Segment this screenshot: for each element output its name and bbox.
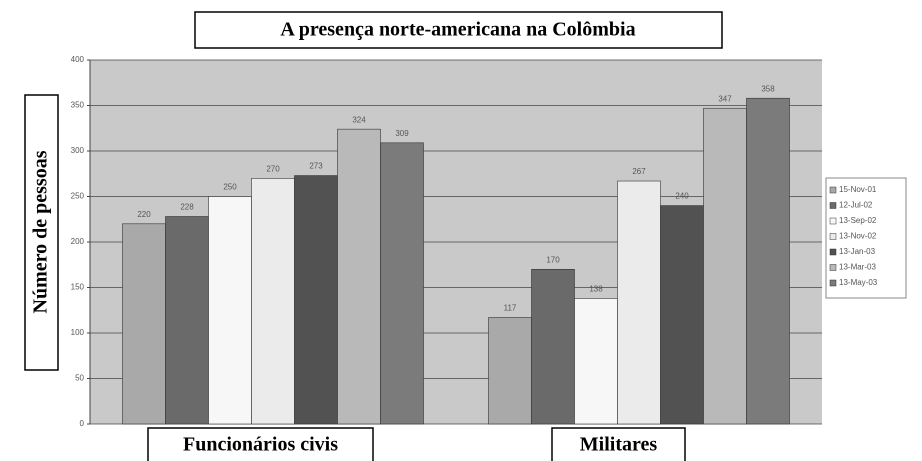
- legend: [825, 177, 907, 299]
- legend-swatch: [829, 233, 837, 240]
- legend-label: 13-May-03: [839, 278, 878, 287]
- bar: [660, 205, 704, 425]
- data-label: 138: [589, 285, 603, 294]
- y-axis-label: Número de pessoas: [30, 150, 52, 313]
- y-tick-label: 250: [71, 192, 85, 201]
- legend-label: 13-Nov-02: [839, 232, 877, 241]
- y-tick-label: 0: [80, 419, 85, 428]
- x-tick-label: Funcionários civis: [183, 434, 338, 456]
- y-tick-label: 400: [71, 55, 85, 64]
- title-box: [194, 11, 723, 49]
- category-box: [147, 427, 374, 461]
- data-label: 117: [504, 304, 517, 313]
- data-label: 347: [718, 94, 732, 103]
- legend-swatch: [829, 186, 837, 194]
- data-label: 273: [309, 162, 323, 171]
- data-label: 324: [352, 115, 366, 124]
- bar: [574, 298, 618, 425]
- data-label: 267: [632, 167, 646, 176]
- data-label: 250: [223, 183, 237, 192]
- y-tick-label: 350: [71, 101, 85, 110]
- legend-swatch: [829, 248, 837, 256]
- y-tick-label: 200: [71, 237, 85, 246]
- legend-label: 13-Jan-03: [839, 247, 876, 256]
- legend-swatch: [829, 217, 837, 225]
- bar: [380, 142, 424, 425]
- bar: [208, 196, 252, 425]
- y-tick-label: 50: [75, 374, 84, 383]
- legend-label: 13-Sep-02: [839, 216, 877, 225]
- bar: [531, 268, 575, 425]
- legend-swatch: [829, 279, 837, 287]
- x-tick-label: Militares: [580, 434, 658, 456]
- bar: [488, 317, 532, 425]
- bar: [337, 128, 381, 425]
- data-label: 170: [546, 255, 560, 264]
- data-label: 358: [761, 84, 775, 93]
- y-tick-label: 300: [71, 146, 85, 155]
- bar: [746, 97, 790, 425]
- chart-title: A presença norte-americana na Colômbia: [280, 19, 635, 41]
- data-label: 220: [137, 210, 151, 219]
- bar: [165, 216, 209, 425]
- y-label-box: [24, 94, 59, 371]
- bar: [703, 107, 747, 425]
- bar: [122, 223, 166, 425]
- legend-swatch: [829, 264, 837, 271]
- data-label: 309: [395, 129, 409, 138]
- data-label: 228: [180, 203, 194, 212]
- bar: [251, 178, 295, 425]
- data-label: 270: [266, 164, 280, 173]
- bar: [617, 180, 661, 425]
- legend-label: 12-Jul-02: [839, 201, 873, 210]
- legend-swatch: [829, 202, 837, 209]
- legend-label: 13-Mar-03: [839, 263, 876, 272]
- y-tick-label: 150: [71, 283, 85, 292]
- legend-label: 15-Nov-01: [839, 185, 877, 194]
- bar: [294, 175, 338, 425]
- data-label: 240: [675, 192, 689, 201]
- y-tick-label: 100: [71, 328, 85, 337]
- category-box: [551, 427, 686, 461]
